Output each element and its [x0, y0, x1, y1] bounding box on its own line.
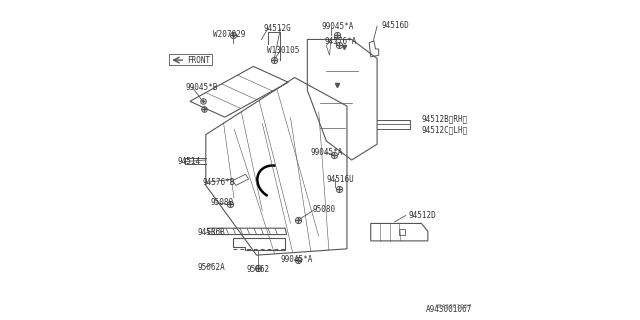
Text: W130105: W130105 — [268, 46, 300, 55]
Text: W207029: W207029 — [213, 30, 246, 39]
Text: 99045*A: 99045*A — [310, 148, 342, 156]
Text: 99045*A: 99045*A — [321, 22, 354, 31]
Text: 94512G: 94512G — [263, 24, 291, 33]
Text: 94512D: 94512D — [409, 211, 436, 220]
Text: A943001067: A943001067 — [426, 305, 472, 314]
Text: 95062A: 95062A — [198, 263, 226, 272]
Text: 99045*B: 99045*B — [185, 83, 218, 92]
Text: FRONT: FRONT — [187, 56, 210, 65]
Text: 94514: 94514 — [177, 157, 200, 166]
Text: A943001067: A943001067 — [435, 304, 472, 309]
Text: 95062: 95062 — [246, 265, 269, 274]
Text: 95080: 95080 — [312, 205, 335, 214]
Text: 94586B: 94586B — [198, 228, 226, 237]
Text: 94512C〈LH〉: 94512C〈LH〉 — [421, 125, 467, 134]
Text: 94512B〈RH〉: 94512B〈RH〉 — [421, 114, 467, 123]
Text: 94516U: 94516U — [327, 174, 355, 184]
Text: 94516D: 94516D — [382, 21, 410, 30]
Text: 94576*A: 94576*A — [324, 36, 357, 45]
Text: 95080: 95080 — [211, 198, 234, 207]
Text: 94576*B: 94576*B — [203, 178, 235, 187]
Text: 99045*A: 99045*A — [280, 255, 312, 264]
